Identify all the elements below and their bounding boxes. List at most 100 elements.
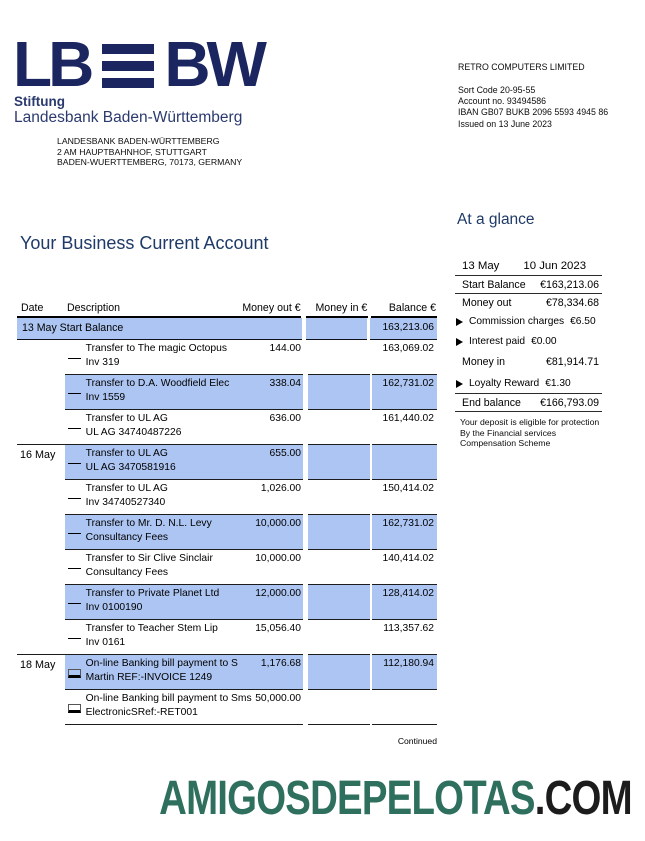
money-out-amount: 1,176.68: [260, 658, 301, 669]
glance-label: Interest paid: [469, 336, 526, 347]
transfer-icon: [67, 358, 81, 359]
money-out-amount: 338.04: [269, 378, 302, 389]
transaction-description: Transfer to UL AG: [85, 483, 168, 494]
money-in-cell: [307, 690, 370, 725]
period-start-date: 13 May: [462, 260, 500, 272]
balance-cell: 113,357.62: [372, 620, 438, 655]
balance-cell: 140,414.02: [372, 550, 438, 585]
money-in-cell: [307, 480, 370, 515]
money-in-cell: [307, 340, 370, 375]
glance-value: €1.30: [545, 378, 571, 389]
bank-address-line: LANDESBANK BADEN-WÜRTTEMBERG: [57, 136, 220, 146]
transaction-description: On-line Banking bill payment to S: [85, 658, 238, 669]
table-row: Transfer to UL AG 1,026.00 Inv 3474052734…: [17, 480, 438, 515]
transaction-date: 16 May: [20, 449, 56, 461]
page-title: Your Business Current Account: [20, 233, 269, 253]
glance-value: €81,914.71: [545, 356, 599, 368]
logo-lb-text: LB: [13, 28, 94, 100]
glance-commission-row: Commission charges €6.50: [455, 311, 602, 331]
site-watermark: AMIGOSDEPELOTAS.COM: [159, 771, 632, 826]
money-out-amount: 655.00: [269, 448, 302, 459]
glance-value: €166,793.09: [540, 396, 599, 409]
glance-start-balance-row: Start Balance €163,213.06: [455, 276, 602, 294]
right-arrow-icon: [456, 317, 463, 326]
transfer-icon: [67, 533, 81, 534]
glance-label: Start Balance: [462, 278, 526, 291]
balance-cell: 128,414.02: [372, 585, 438, 620]
money-out-amount: 144.00: [269, 343, 302, 354]
table-row: 16 May Transfer to UL AG 655.00 UL AG 347…: [17, 445, 438, 480]
at-a-glance-title: At a glance: [457, 211, 535, 228]
bank-address-line: BADEN-WUERTTEMBERG, 70173, GERMANY: [57, 157, 243, 168]
balance-cell: 112,180.94: [372, 655, 438, 690]
transfer-icon: [67, 393, 81, 394]
transaction-reference: Inv 34740527340: [85, 497, 166, 508]
money-in-cell: [307, 410, 370, 445]
balance-cell: 150,414.02: [372, 480, 438, 515]
transaction-description: Transfer to Mr. D. N.L. Levy: [85, 518, 212, 529]
transaction-date: [17, 340, 65, 375]
glance-label: End balance: [462, 396, 521, 409]
table-row: Transfer to UL AG 636.00 UL AG 3474048722…: [17, 410, 438, 445]
glance-value: €0.00: [531, 336, 557, 347]
transfer-icon: [67, 603, 81, 604]
transaction-date: [17, 410, 65, 445]
transfer-icon: [67, 498, 81, 499]
account-holder-name: RETRO COMPUTERS LIMITED: [458, 62, 585, 72]
transaction-reference: ElectronicSRef:-RET001: [85, 707, 198, 718]
col-header-description: Description: [67, 302, 120, 314]
transaction-description: Transfer to D.A. Woodfield Elec: [85, 378, 230, 389]
table-row: On-line Banking bill payment to Sms 50,00…: [17, 690, 438, 725]
glance-value: €163,213.06: [540, 278, 599, 291]
at-a-glance-panel: 13 May 10 Jun 2023 Start Balance €163,21…: [455, 259, 602, 412]
online-banking-icon: [67, 669, 81, 678]
transaction-reference: UL AG 3470581916: [85, 462, 176, 473]
transaction-description: Transfer to Sir Clive Sinclair: [85, 553, 213, 564]
transaction-description: On-line Banking bill payment to Sms: [85, 693, 252, 704]
start-balance-amount: 163,213.06: [370, 318, 437, 340]
table-row: 18 May On-line Banking bill payment to S…: [17, 655, 438, 690]
issued-date: Issued on 13 June 2023: [458, 118, 552, 129]
glance-loyalty-row: Loyalty Reward €1.30: [455, 373, 602, 393]
money-in-cell: [307, 375, 370, 410]
transaction-date: [17, 690, 65, 725]
transaction-reference: Inv 0100190: [85, 602, 143, 613]
watermark-name: AMIGOSDEPELOTAS: [159, 772, 535, 825]
right-arrow-icon: [456, 337, 463, 346]
glance-label: Loyalty Reward: [469, 378, 540, 389]
table-row: Transfer to Sir Clive Sinclair 10,000.00 …: [17, 550, 438, 585]
org-stiftung: Stiftung: [14, 94, 65, 109]
money-out-amount: 12,000.00: [255, 588, 301, 599]
glance-value: €6.50: [570, 316, 596, 327]
transaction-reference: Consultancy Fees: [85, 532, 169, 543]
transaction-reference: Inv 319: [85, 357, 120, 368]
balance-cell: 162,731.02: [372, 375, 438, 410]
lbbw-logo: LB BW: [13, 28, 267, 100]
glance-money-out-row: Money out €78,334.68: [455, 294, 602, 311]
logo-bw-text: BW: [164, 28, 267, 100]
money-out-amount: 10,000.00: [255, 518, 301, 529]
col-header-money-in: Money in €: [305, 302, 369, 318]
account-details: Sort Code 20-95-55 Account no. 93494586 …: [458, 85, 608, 130]
money-out-amount: 636.00: [269, 413, 302, 424]
balance-cell: 163,069.02: [372, 340, 438, 375]
bank-address: LANDESBANK BADEN-WÜRTTEMBERG 2 AM HAUPTB…: [57, 136, 242, 168]
protection-line: Your deposit is eligible for protection: [460, 417, 600, 427]
money-out-amount: 10,000.00: [255, 553, 301, 564]
transaction-reference: Inv 1559: [85, 392, 126, 403]
table-row: Transfer to Mr. D. N.L. Levy 10,000.00 Co…: [17, 515, 438, 550]
period-end-date: 10 Jun 2023: [523, 260, 587, 272]
statement-period: 13 May 10 Jun 2023: [455, 259, 602, 276]
watermark-tld: .COM: [534, 772, 633, 825]
lbbw-bars-icon: [102, 44, 155, 88]
bank-address-line: 2 AM HAUPTBAHNHOF, STUTTGART: [57, 146, 207, 157]
transaction-date: [17, 620, 65, 655]
glance-end-balance-row: End balance €166,793.09: [455, 393, 602, 412]
transaction-date: [17, 585, 65, 620]
transfer-icon: [67, 428, 81, 429]
balance-cell: 161,440.02: [372, 410, 438, 445]
deposit-protection-note: Your deposit is eligible for protection …: [460, 417, 599, 449]
transaction-description: Transfer to Private Planet Ltd: [85, 588, 220, 599]
sort-code: Sort Code 20-95-55: [458, 85, 536, 95]
